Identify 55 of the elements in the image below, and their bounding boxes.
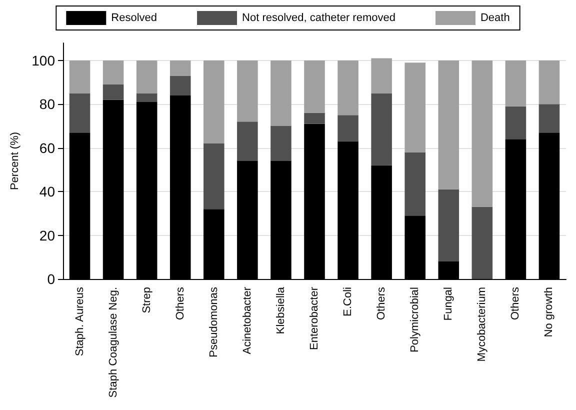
- bar: [538, 104, 560, 133]
- legend-label: Death: [480, 12, 510, 24]
- bar: [371, 58, 392, 94]
- bar: [204, 60, 224, 144]
- bar: [472, 60, 493, 207]
- bar: [270, 60, 292, 126]
- bar: [170, 60, 191, 76]
- bar: [505, 60, 526, 106]
- y-tick-label: 60: [39, 140, 56, 156]
- y-tick-label: 20: [39, 227, 56, 244]
- bar: [69, 93, 90, 133]
- legend-label: Not resolved, catheter removed: [242, 12, 396, 24]
- bar: [204, 144, 224, 210]
- x-tick-label: Polymicrobial: [409, 287, 422, 352]
- bar: [472, 206, 493, 279]
- bar: [371, 93, 392, 166]
- bar: [136, 93, 158, 102]
- x-tick-label: Staph Coagulase Neg.: [107, 287, 120, 398]
- x-tick-label: No growth: [543, 287, 556, 338]
- bar: [538, 60, 560, 104]
- bar: [438, 189, 460, 262]
- bar: [136, 60, 158, 94]
- x-tick-label: Others: [376, 286, 388, 320]
- bar: [102, 60, 124, 85]
- bar: [404, 152, 426, 216]
- x-tick-label: Others: [510, 286, 522, 320]
- y-axis-title: Percent (%): [9, 132, 22, 190]
- bar: [338, 115, 358, 142]
- x-tick-label: Mycobacterium: [476, 287, 488, 362]
- bar: [270, 126, 292, 161]
- bar: [237, 60, 258, 122]
- x-tick-label: Staph. Aureus: [74, 286, 86, 356]
- x-tick-label: Enterobacter: [308, 286, 320, 350]
- bar: [102, 84, 124, 100]
- x-tick-label: E.Coli: [342, 287, 354, 316]
- bar: [438, 60, 460, 190]
- bar: [237, 122, 258, 161]
- x-tick-label: Strep: [140, 287, 153, 314]
- bar: [505, 106, 526, 140]
- x-tick-label: Fungal: [442, 287, 455, 321]
- bar: [404, 62, 426, 152]
- x-tick-label: Others: [174, 286, 186, 320]
- bar: [69, 60, 90, 94]
- y-tick-label: 80: [39, 96, 56, 112]
- bar: [338, 60, 358, 116]
- y-tick-label: 40: [39, 184, 56, 200]
- bar: [170, 76, 191, 96]
- x-tick-label: Acinetobacter: [241, 286, 254, 354]
- bar: [304, 112, 325, 124]
- bar: [304, 60, 325, 113]
- legend-label: Resolved: [111, 12, 158, 24]
- x-tick-label: Pseudomonas: [208, 286, 220, 358]
- x-tick-label: Klebsiella: [274, 286, 287, 334]
- y-tick-label: 100: [32, 52, 56, 68]
- y-tick-label: 0: [47, 271, 56, 287]
